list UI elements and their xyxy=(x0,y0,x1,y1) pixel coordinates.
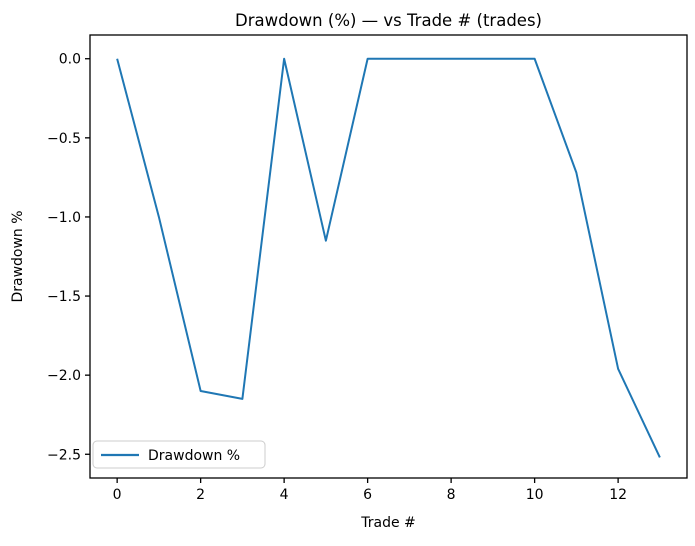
legend: Drawdown % xyxy=(92,440,266,469)
y-tick-label: −2.5 xyxy=(47,447,81,463)
y-tick-label: −2.0 xyxy=(47,368,81,384)
axes-spines xyxy=(89,34,688,479)
x-tick-label: 0 xyxy=(113,487,122,503)
y-tick-label: −0.5 xyxy=(47,131,81,147)
x-tick-label: 12 xyxy=(609,487,627,503)
x-axis-label: Trade # xyxy=(360,515,416,531)
plot-area xyxy=(90,35,687,478)
chart-title: Drawdown (%) — vs Trade # (trades) xyxy=(235,11,542,30)
y-tick-label: −1.0 xyxy=(47,210,81,226)
x-tick-label: 8 xyxy=(447,487,456,503)
x-tick-label: 6 xyxy=(363,487,372,503)
x-tick-label: 10 xyxy=(526,487,544,503)
x-tick-label: 2 xyxy=(196,487,205,503)
legend-label: Drawdown % xyxy=(148,448,240,464)
x-axis-ticks: 0 2 4 6 8 10 12 xyxy=(113,478,627,503)
y-axis-label: Drawdown % xyxy=(10,210,26,302)
y-tick-label: −1.5 xyxy=(47,289,81,305)
x-tick-label: 4 xyxy=(280,487,289,503)
y-tick-label: 0.0 xyxy=(59,52,81,68)
drawdown-line xyxy=(116,57,661,458)
y-axis-ticks: 0.0 −0.5 −1.0 −1.5 −2.0 −2.5 xyxy=(47,52,90,463)
legend-box xyxy=(92,440,266,469)
